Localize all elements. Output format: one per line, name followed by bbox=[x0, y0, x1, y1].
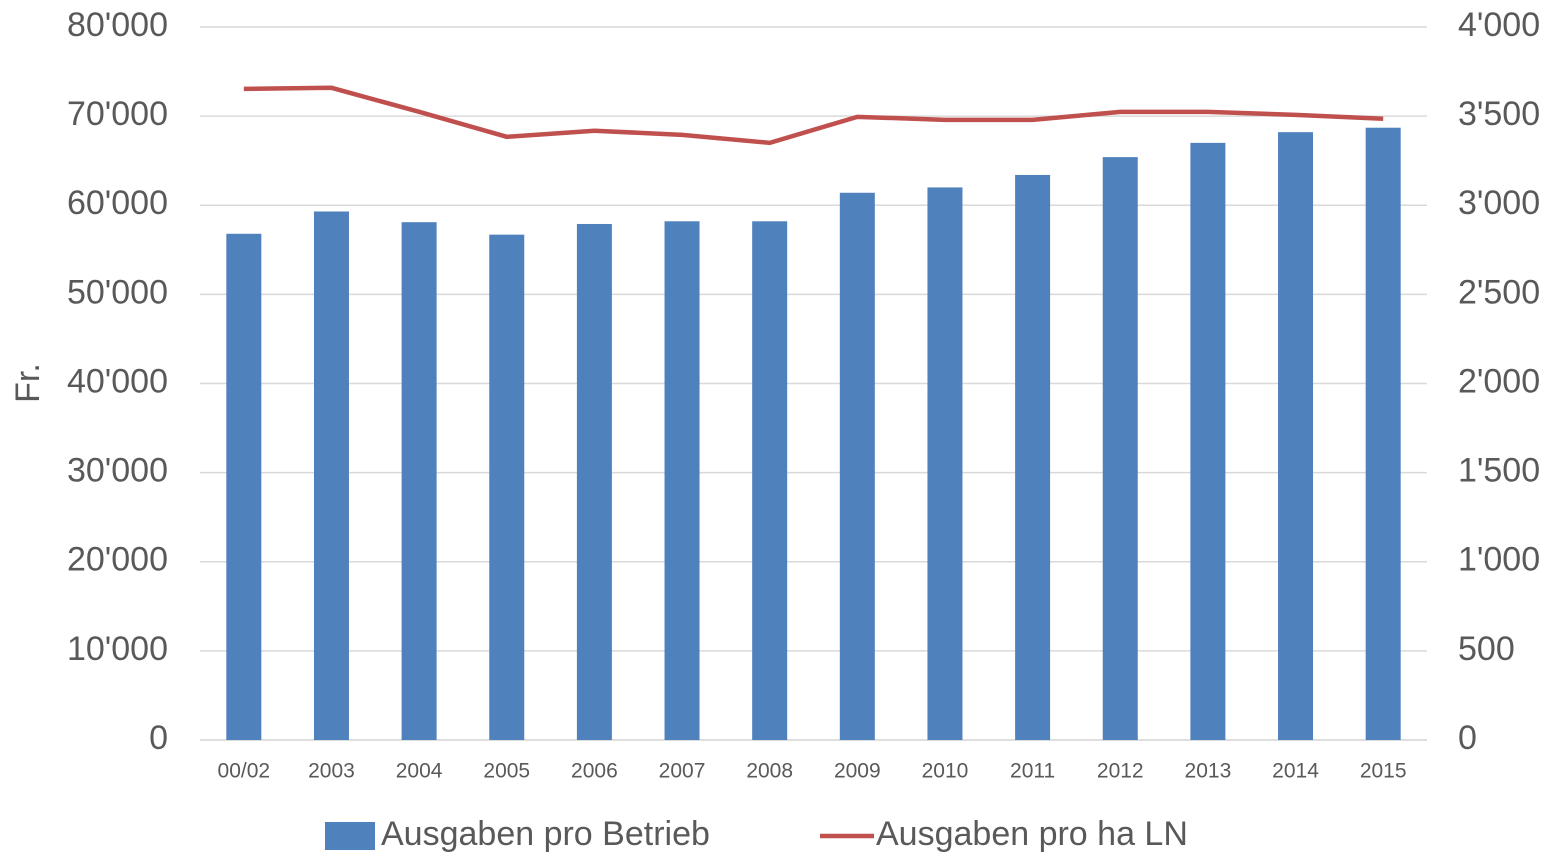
y2-tick-label: 1'500 bbox=[1458, 452, 1540, 490]
y-tick-label: 20'000 bbox=[67, 541, 168, 579]
x-tick-label: 2005 bbox=[483, 760, 530, 783]
y2-tick-label: 2'000 bbox=[1458, 362, 1540, 400]
y2-tick-label: 1'000 bbox=[1458, 541, 1540, 579]
bar bbox=[489, 234, 525, 740]
bar bbox=[1190, 142, 1226, 741]
y2-tick-label: 2'500 bbox=[1458, 273, 1540, 311]
line bbox=[243, 85, 1384, 146]
bar bbox=[1365, 127, 1401, 741]
y-tick-label: 80'000 bbox=[67, 6, 168, 44]
bar bbox=[401, 222, 437, 741]
x-tick-label: 2009 bbox=[834, 760, 881, 783]
y-tick-label: 0 bbox=[149, 719, 168, 757]
x-tick-label: 2014 bbox=[1272, 760, 1319, 783]
y2-tick-label: 500 bbox=[1458, 630, 1515, 668]
bar bbox=[1102, 157, 1138, 740]
x-tick-label: 2012 bbox=[1097, 760, 1144, 783]
x-tick-label: 2008 bbox=[746, 760, 793, 783]
y-tick-label: 70'000 bbox=[67, 95, 168, 133]
y2-tick-label: 0 bbox=[1458, 719, 1477, 757]
bar bbox=[1278, 132, 1314, 741]
legend-swatch bbox=[325, 822, 375, 850]
bar bbox=[576, 223, 612, 740]
y-axis-label: Fr. bbox=[9, 363, 47, 403]
x-tick-label: 2007 bbox=[659, 760, 706, 783]
x-tick-label: 2015 bbox=[1360, 760, 1407, 783]
y-tick-label: 60'000 bbox=[67, 184, 168, 222]
x-tick-label: 2013 bbox=[1185, 760, 1232, 783]
x-tick-label: 00/02 bbox=[218, 760, 271, 783]
x-tick-label: 2011 bbox=[1010, 760, 1055, 783]
legend-label: Ausgaben pro ha LN bbox=[876, 815, 1188, 853]
y2-tick-label: 3'000 bbox=[1458, 184, 1540, 222]
bar bbox=[839, 192, 875, 740]
y2-tick-label: 4'000 bbox=[1458, 6, 1540, 44]
y-tick-label: 30'000 bbox=[67, 452, 168, 490]
bar bbox=[664, 221, 700, 741]
x-tick-label: 2006 bbox=[571, 760, 618, 783]
x-tick-label: 2004 bbox=[396, 760, 443, 783]
y-tick-label: 10'000 bbox=[67, 630, 168, 668]
x-tick-label: 2010 bbox=[922, 760, 969, 783]
bar bbox=[927, 187, 963, 741]
bar bbox=[313, 211, 349, 740]
legend-label: Ausgaben pro Betrieb bbox=[381, 815, 710, 853]
y-tick-label: 40'000 bbox=[67, 362, 168, 400]
bar bbox=[226, 233, 262, 740]
y-tick-label: 50'000 bbox=[67, 273, 168, 311]
x-tick-label: 2003 bbox=[308, 760, 355, 783]
y2-tick-label: 3'500 bbox=[1458, 95, 1540, 133]
bar bbox=[752, 221, 788, 741]
bar bbox=[1015, 174, 1051, 740]
